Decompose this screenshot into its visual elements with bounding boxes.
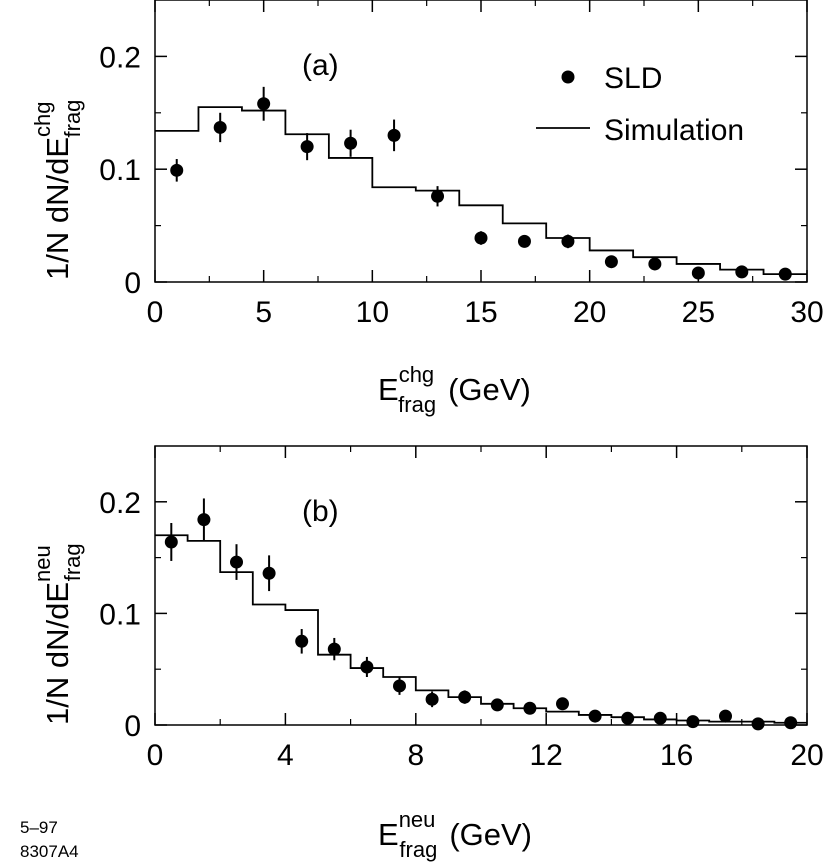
x-tick-label: 15: [464, 296, 497, 329]
x-tick-label: 12: [530, 739, 563, 772]
legend-sld-marker: [561, 70, 575, 84]
sld-point: [387, 128, 401, 142]
sld-point: [686, 715, 700, 729]
sld-point: [621, 711, 635, 725]
y-tick-label: 0.1: [99, 154, 141, 187]
panel-b: 0 4 8 12 16 20 0 0.1 0.2 (b) Eneu frag (GeV) 1/N dN/d…: [30, 445, 824, 862]
sld-point: [360, 660, 374, 674]
x-tick-label: 20: [573, 296, 606, 329]
sld-point: [653, 711, 667, 725]
panel-label: (b): [302, 495, 339, 528]
sld-point: [458, 690, 472, 704]
x-tick-label: 30: [790, 296, 823, 329]
sld-point: [300, 140, 314, 154]
sld-point: [393, 679, 406, 693]
simulation-histogram: [155, 534, 807, 724]
x-tick-label: 0: [147, 739, 164, 772]
y-tick-label: 0: [124, 267, 141, 300]
sld-point: [604, 255, 618, 269]
x-tick-label: 5: [255, 296, 272, 329]
x-axis-title: Echg frag (GeV): [378, 362, 531, 417]
sld-point: [327, 642, 341, 656]
legend-simulation-label: Simulation: [604, 114, 744, 147]
sld-point: [719, 709, 732, 723]
x-tick-label: 8: [407, 739, 424, 772]
sld-point: [425, 692, 439, 706]
sld-point: [213, 120, 227, 134]
sld-point: [344, 136, 358, 150]
y-tick-label: 0.2: [99, 41, 141, 74]
sld-point: [561, 234, 575, 248]
sld-point: [556, 697, 569, 711]
sld-point: [784, 716, 798, 730]
y-tick-label: 0.2: [99, 487, 141, 520]
sld-point: [735, 265, 749, 279]
sld-point: [295, 634, 309, 648]
x-axis-title: Eneu frag (GeV): [378, 807, 532, 862]
x-tick-label: 20: [790, 739, 823, 772]
y-axis-title: 1/N dN/dEneu frag: [30, 543, 85, 725]
sld-point: [262, 566, 276, 580]
sld-point: [751, 717, 765, 731]
sld-point: [691, 266, 705, 280]
sld-point: [588, 709, 602, 723]
sld-point: [257, 97, 271, 111]
sld-point: [431, 189, 445, 203]
x-tick-label: 25: [682, 296, 715, 329]
sld-point: [197, 513, 211, 527]
sld-point: [523, 701, 537, 715]
sld-point: [778, 267, 792, 281]
x-tick-label: 16: [660, 739, 693, 772]
sld-point: [517, 234, 531, 248]
legend-sld-label: SLD: [604, 62, 662, 95]
x-tick-label: 0: [147, 296, 164, 329]
x-tick-label: 10: [356, 296, 389, 329]
y-axis-title: 1/N dN/dEchg frag: [30, 100, 85, 280]
sld-point: [648, 257, 662, 271]
footnote-code: 8307A4: [20, 842, 79, 861]
y-tick-label: 0.1: [99, 598, 141, 631]
sld-point: [474, 231, 488, 245]
panel-a: 0 5 10 15 20 25 30 0 0.1 0.2 (a) SLD Simulation Echg f…: [30, 0, 824, 417]
y-tick-label: 0: [124, 710, 141, 743]
panel-label: (a): [302, 49, 339, 82]
sld-point: [170, 163, 184, 177]
sld-point: [490, 698, 504, 712]
simulation-histogram: [155, 106, 807, 276]
footnote-date: 5–97: [20, 818, 58, 837]
x-tick-label: 4: [277, 739, 294, 772]
sld-point: [164, 535, 178, 549]
sld-point: [230, 555, 243, 569]
